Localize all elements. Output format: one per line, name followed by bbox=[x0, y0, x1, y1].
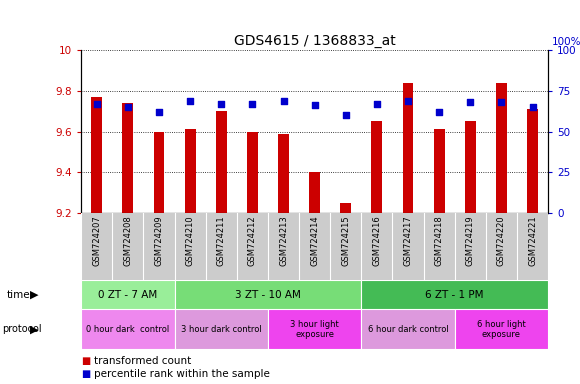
Bar bbox=[361, 280, 548, 309]
Point bbox=[496, 99, 506, 105]
Bar bbox=[81, 280, 175, 309]
Text: GSM724221: GSM724221 bbox=[528, 215, 537, 266]
Bar bbox=[361, 309, 455, 349]
Point bbox=[186, 98, 195, 104]
Bar bbox=[371, 121, 382, 213]
Text: ■: ■ bbox=[81, 356, 90, 366]
Point bbox=[528, 104, 537, 110]
Text: GSM724212: GSM724212 bbox=[248, 215, 257, 266]
Text: 0 hour dark  control: 0 hour dark control bbox=[86, 325, 169, 334]
Bar bbox=[91, 97, 102, 213]
Text: 6 ZT - 1 PM: 6 ZT - 1 PM bbox=[426, 290, 484, 300]
Text: GSM724213: GSM724213 bbox=[279, 215, 288, 266]
Text: ▶: ▶ bbox=[30, 324, 38, 334]
Text: 3 hour dark control: 3 hour dark control bbox=[181, 325, 262, 334]
Text: transformed count: transformed count bbox=[94, 356, 191, 366]
Text: time: time bbox=[6, 290, 30, 300]
Point bbox=[248, 101, 257, 107]
Bar bbox=[434, 129, 445, 213]
Point bbox=[466, 99, 475, 105]
Text: GSM724207: GSM724207 bbox=[92, 215, 101, 266]
Bar bbox=[247, 131, 258, 213]
Bar bbox=[455, 309, 548, 349]
Text: 3 ZT - 10 AM: 3 ZT - 10 AM bbox=[235, 290, 301, 300]
Bar bbox=[465, 121, 476, 213]
Text: GSM724219: GSM724219 bbox=[466, 215, 475, 266]
Text: GSM724218: GSM724218 bbox=[434, 215, 444, 266]
Point bbox=[92, 101, 101, 107]
Point bbox=[123, 104, 132, 110]
Title: GDS4615 / 1368833_at: GDS4615 / 1368833_at bbox=[234, 33, 396, 48]
Bar bbox=[340, 203, 351, 213]
Point bbox=[217, 101, 226, 107]
Text: GSM724208: GSM724208 bbox=[124, 215, 132, 266]
Point bbox=[372, 101, 382, 107]
Text: 0 ZT - 7 AM: 0 ZT - 7 AM bbox=[98, 290, 158, 300]
Text: GSM724211: GSM724211 bbox=[217, 215, 226, 266]
Text: 3 hour light
exposure: 3 hour light exposure bbox=[290, 319, 339, 339]
Bar bbox=[268, 309, 361, 349]
Bar bbox=[81, 309, 175, 349]
Point bbox=[154, 109, 164, 115]
Bar bbox=[278, 134, 289, 213]
Bar bbox=[175, 309, 268, 349]
Point bbox=[341, 112, 350, 118]
Bar bbox=[403, 83, 414, 213]
Bar bbox=[175, 280, 361, 309]
Text: GSM724209: GSM724209 bbox=[154, 215, 164, 266]
Bar bbox=[184, 129, 195, 213]
Bar bbox=[496, 83, 507, 213]
Text: ▶: ▶ bbox=[30, 290, 38, 300]
Bar bbox=[216, 111, 227, 213]
Text: GSM724216: GSM724216 bbox=[372, 215, 382, 266]
Bar bbox=[527, 109, 538, 213]
Point bbox=[310, 103, 320, 109]
Text: protocol: protocol bbox=[2, 324, 42, 334]
Point bbox=[279, 98, 288, 104]
Text: 6 hour light
exposure: 6 hour light exposure bbox=[477, 319, 526, 339]
Text: GSM724220: GSM724220 bbox=[497, 215, 506, 266]
Bar bbox=[309, 172, 320, 213]
Text: 6 hour dark control: 6 hour dark control bbox=[368, 325, 448, 334]
Bar bbox=[154, 131, 165, 213]
Text: GSM724215: GSM724215 bbox=[341, 215, 350, 266]
Text: GSM724214: GSM724214 bbox=[310, 215, 319, 266]
Text: GSM724210: GSM724210 bbox=[186, 215, 195, 266]
Text: percentile rank within the sample: percentile rank within the sample bbox=[94, 369, 270, 379]
Point bbox=[434, 109, 444, 115]
Point bbox=[404, 98, 413, 104]
Text: 100%: 100% bbox=[552, 37, 580, 47]
Text: GSM724217: GSM724217 bbox=[404, 215, 412, 266]
Text: ■: ■ bbox=[81, 369, 90, 379]
Bar bbox=[122, 103, 133, 213]
